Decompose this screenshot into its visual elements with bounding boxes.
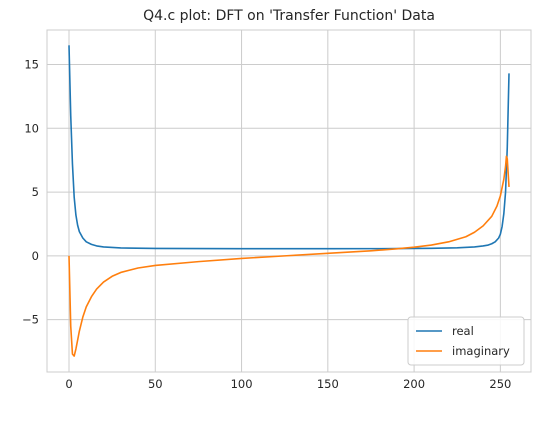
legend-box [407, 316, 525, 366]
series-layer [68, 45, 510, 357]
series-line-real [68, 45, 510, 250]
x-tick-label: 150 [317, 377, 339, 391]
series-line-imaginary [68, 155, 510, 357]
y-tick-label: 10 [24, 121, 39, 135]
x-tick-label: 0 [65, 377, 72, 391]
legend-label-real: real [452, 324, 474, 338]
tick-label-layer: 0 50 100 150 200 250 −5 0 5 10 15 [22, 57, 511, 391]
y-tick-label: 0 [32, 249, 39, 263]
x-tick-label: 200 [403, 377, 425, 391]
legend-label-imaginary: imaginary [452, 344, 510, 358]
grid-layer [47, 30, 531, 372]
chart-title: Q4.c plot: DFT on 'Transfer Function' Da… [143, 8, 435, 24]
y-tick-label: 15 [24, 57, 39, 71]
y-tick-label: −5 [22, 313, 39, 327]
x-tick-label: 100 [231, 377, 253, 391]
legend: real imaginary [407, 316, 525, 366]
x-tick-label: 250 [489, 377, 511, 391]
plot-frame [46, 29, 532, 373]
y-tick-label: 5 [32, 185, 39, 199]
x-tick-label: 50 [148, 377, 163, 391]
